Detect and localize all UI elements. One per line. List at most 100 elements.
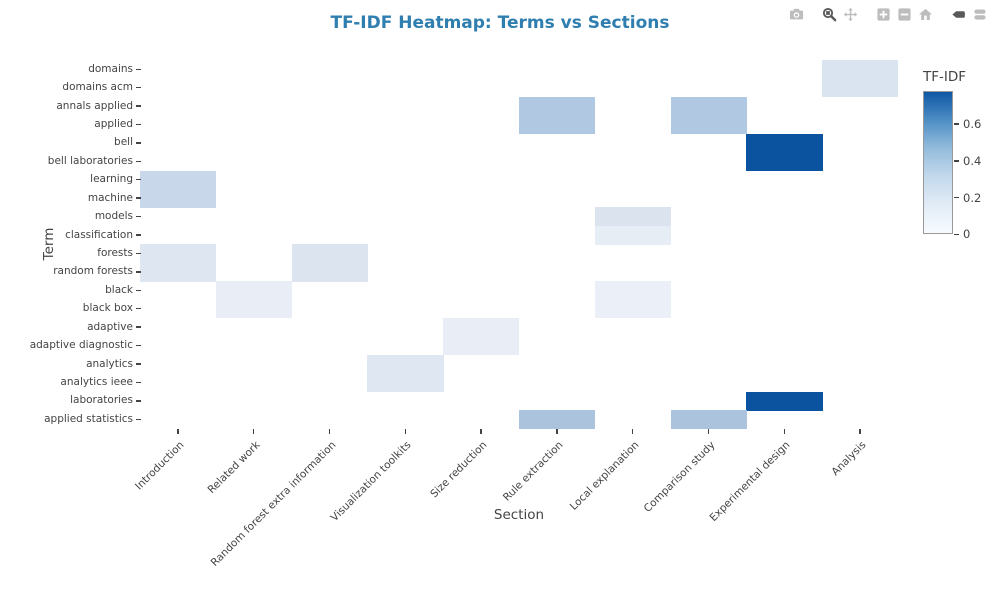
colorbar-tick-mark xyxy=(954,233,959,235)
colorbar xyxy=(923,91,953,234)
y-axis-tick-label: black box xyxy=(82,302,133,315)
heatmap-cell[interactable] xyxy=(594,299,672,319)
y-axis-tick-label: annals applied xyxy=(56,99,133,112)
y-axis-tick-mark xyxy=(136,142,141,144)
heatmap-cell[interactable] xyxy=(594,207,672,227)
x-axis-tick-mark xyxy=(404,429,406,434)
y-axis-tick-label: machine xyxy=(87,191,133,204)
y-axis-tick-mark xyxy=(136,68,141,70)
x-axis-tick-label: Introduction xyxy=(132,439,187,493)
y-axis-tick-label: domains acm xyxy=(62,81,133,94)
x-axis-tick-mark xyxy=(253,429,255,434)
y-axis-tick-mark xyxy=(136,326,141,328)
camera-icon xyxy=(789,8,804,19)
pan-button[interactable] xyxy=(840,5,861,23)
reset-axes-button[interactable] xyxy=(915,5,936,23)
y-axis-tick-label: bell xyxy=(114,136,133,149)
colorbar-tick-label: 0.4 xyxy=(963,153,982,168)
zoom-out-button[interactable] xyxy=(894,5,915,23)
y-axis-tick-label: learning xyxy=(90,173,133,186)
zoom-in-button[interactable] xyxy=(873,5,894,23)
chart-title: TF-IDF Heatmap: Terms vs Sections xyxy=(330,13,670,33)
y-axis-tick-mark xyxy=(136,400,141,402)
heatmap-cell[interactable] xyxy=(140,262,217,282)
y-axis-tick-label: forests xyxy=(97,246,133,259)
heatmap-cell[interactable] xyxy=(822,78,899,98)
y-axis-tick-mark xyxy=(136,105,141,107)
colorbar-tick-mark xyxy=(954,160,959,162)
heatmap-cell[interactable] xyxy=(594,281,672,301)
x-axis-tick-label: Analysis xyxy=(829,439,869,479)
heatmap-cell[interactable] xyxy=(443,317,520,337)
x-axis-tick-label: Size reduction xyxy=(428,439,490,501)
heatmap-cell[interactable] xyxy=(140,170,217,190)
heatmap-cell[interactable] xyxy=(215,281,293,301)
heatmap-cell[interactable] xyxy=(746,391,823,411)
heatmap-cell[interactable] xyxy=(367,373,444,393)
colorbar-tick-mark xyxy=(954,196,959,199)
hover-compare-button[interactable] xyxy=(969,5,990,23)
colorbar-tick-label: 0.2 xyxy=(963,190,982,205)
heatmap-cell[interactable] xyxy=(291,262,368,282)
magnifier-icon xyxy=(822,7,837,21)
x-axis-tick-mark xyxy=(632,429,634,434)
heatmap-cell[interactable] xyxy=(140,244,217,264)
x-axis-tick-label: Comparison study xyxy=(641,439,717,515)
x-axis-tick-label: Experimental design xyxy=(707,439,793,524)
plus-square-icon xyxy=(877,7,890,21)
x-axis-tick-label: Random forest extra information xyxy=(208,439,338,569)
y-axis-tick-mark xyxy=(136,363,141,365)
heatmap-cell[interactable] xyxy=(519,96,596,116)
hover-closest-button[interactable] xyxy=(948,5,969,23)
colorbar-tick-label: 0.6 xyxy=(963,117,982,132)
x-axis-tick-label: Visualization toolkits xyxy=(328,439,414,524)
heatmap-cell[interactable] xyxy=(746,152,823,172)
zoom-button[interactable] xyxy=(819,5,840,23)
y-axis-tick-label: applied xyxy=(94,117,133,130)
heatmap-cell[interactable] xyxy=(291,244,368,264)
heatmap-cell[interactable] xyxy=(670,115,747,135)
minus-square-icon xyxy=(898,7,911,21)
x-axis-tick-mark xyxy=(707,429,710,434)
tooltip-single-icon xyxy=(952,10,965,18)
x-axis-tick-mark xyxy=(859,429,861,434)
y-axis-tick-label: models xyxy=(94,210,133,223)
download-plot-button[interactable] xyxy=(786,5,807,23)
x-axis-tick-label: Related work xyxy=(205,439,263,497)
modebar xyxy=(774,5,990,23)
heatmap-cell[interactable] xyxy=(594,225,672,245)
y-axis-tick-label: analytics ieee xyxy=(60,375,133,388)
heatmap-cell[interactable] xyxy=(215,299,293,319)
heatmap-cell[interactable] xyxy=(746,133,823,153)
y-axis-tick-label: laboratories xyxy=(70,394,133,407)
y-axis-tick-label: domains xyxy=(88,62,133,75)
y-axis-tick-mark xyxy=(136,215,141,218)
heatmap-cell[interactable] xyxy=(140,188,217,208)
heatmap-cell[interactable] xyxy=(519,410,596,429)
y-axis-tick-mark xyxy=(136,160,141,163)
y-axis-tick-mark xyxy=(136,197,141,199)
heatmap-cell[interactable] xyxy=(822,60,899,79)
colorbar-title: TF-IDF xyxy=(923,69,967,85)
heatmap-cell[interactable] xyxy=(443,336,520,356)
x-axis-tick-mark xyxy=(328,429,331,434)
x-axis-title: Section xyxy=(493,507,545,523)
y-axis-tick-mark xyxy=(136,418,141,420)
heatmap-cell[interactable] xyxy=(519,115,596,135)
y-axis-tick-label: applied statistics xyxy=(44,412,133,425)
y-axis-tick-mark xyxy=(136,252,141,255)
pan-arrows-icon xyxy=(843,7,858,21)
heatmap-cell[interactable] xyxy=(367,354,444,374)
y-axis-tick-mark xyxy=(136,179,141,181)
y-axis-tick-mark xyxy=(136,289,141,291)
heatmap-cell[interactable] xyxy=(670,96,747,116)
heatmap-cell[interactable] xyxy=(670,410,747,429)
tooltip-double-icon xyxy=(974,8,986,20)
y-axis-tick-mark xyxy=(136,123,141,126)
y-axis-tick-label: random forests xyxy=(53,265,133,278)
y-axis-tick-mark xyxy=(136,344,141,347)
x-axis-tick-mark xyxy=(783,429,785,434)
colorbar-tick-mark xyxy=(954,123,959,125)
